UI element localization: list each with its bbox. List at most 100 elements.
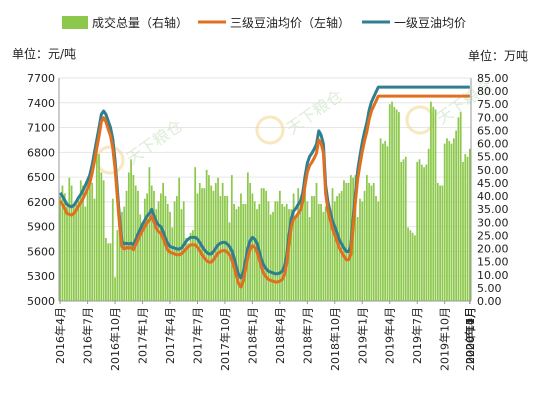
volume-bar xyxy=(304,188,306,301)
volume-bar xyxy=(171,227,174,301)
volume-bar xyxy=(434,109,437,301)
volume-bar xyxy=(345,182,348,301)
x-tick-label: 2020年10月 xyxy=(463,307,477,371)
volume-bar xyxy=(391,101,393,302)
volume-bar xyxy=(299,201,302,301)
volume-bar xyxy=(430,101,432,302)
volume-bar xyxy=(379,138,382,301)
volume-bar xyxy=(189,232,192,301)
x-tick-label: 2017年4月 xyxy=(163,307,177,364)
volume-bar xyxy=(246,172,249,301)
left-tick-label: 5000 xyxy=(27,295,55,308)
volume-bar xyxy=(253,201,256,301)
x-tick-label: 2019年10月 xyxy=(438,307,452,371)
left-tick-label: 5300 xyxy=(27,270,55,283)
volume-bar xyxy=(359,198,361,301)
right-tick-label: 75.00 xyxy=(477,98,509,111)
right-tick-label: 0.00 xyxy=(477,295,502,308)
volume-bar xyxy=(233,203,235,301)
volume-bar xyxy=(212,190,215,301)
volume-bar xyxy=(313,196,316,301)
volume-bar xyxy=(363,190,366,301)
watermark-logo-icon xyxy=(255,115,285,145)
volume-bar xyxy=(446,138,448,301)
volume-bar xyxy=(237,206,240,301)
volume-bar xyxy=(295,217,297,301)
volume-bar xyxy=(336,196,338,301)
volume-bar xyxy=(386,146,389,301)
volume-bar xyxy=(283,206,286,301)
left-tick-label: 6800 xyxy=(27,146,55,159)
left-tick-label: 6200 xyxy=(27,196,55,209)
volume-bar xyxy=(311,196,313,301)
left-axis-unit: 单位：元/吨 xyxy=(12,46,76,61)
volume-bar xyxy=(347,182,350,301)
volume-bar xyxy=(63,193,66,301)
x-tick-label: 2018年7月 xyxy=(300,307,314,364)
volume-bar xyxy=(327,198,329,301)
volume-bar xyxy=(79,180,82,301)
volume-bar xyxy=(66,206,68,301)
volume-bar xyxy=(148,167,151,301)
volume-bar xyxy=(425,164,428,301)
volume-bar xyxy=(414,235,416,301)
volume-bar xyxy=(272,211,274,301)
volume-bar xyxy=(150,185,153,301)
volume-bar xyxy=(82,185,84,301)
right-tick-label: 15.00 xyxy=(477,256,509,269)
volume-bar xyxy=(205,169,208,301)
volume-bar xyxy=(400,161,403,301)
volume-bar xyxy=(306,201,309,301)
x-tick-label: 2017年1月 xyxy=(136,307,150,364)
volume-bar xyxy=(459,112,462,301)
volume-bar xyxy=(297,188,300,301)
volume-bar xyxy=(384,140,387,301)
left-tick-label: 5900 xyxy=(27,221,55,234)
volume-bar xyxy=(240,193,242,301)
volume-bar xyxy=(89,182,91,301)
volume-bar xyxy=(185,238,187,301)
volume-bar xyxy=(416,161,419,301)
right-tick-label: 70.00 xyxy=(477,111,509,124)
volume-bar xyxy=(219,196,222,301)
axes xyxy=(58,78,472,302)
volume-bar xyxy=(226,196,229,301)
volume-bar xyxy=(322,211,325,301)
volume-bar xyxy=(224,196,226,301)
volume-bar xyxy=(111,198,114,301)
legend-bar-swatch xyxy=(62,16,88,29)
volume-bar xyxy=(368,182,371,301)
volume-bar xyxy=(141,222,144,301)
volume-bar xyxy=(194,167,197,301)
right-tick-label: 10.00 xyxy=(477,269,509,282)
volume-bar xyxy=(109,243,112,301)
x-axis-ticks: 2016年4月 2016年7月 2016年10月 2017年1月 2017年4月 2017… xyxy=(53,301,477,371)
volume-bar xyxy=(68,177,71,301)
volume-bar xyxy=(164,196,167,301)
volume-bar xyxy=(452,138,455,301)
volume-bar xyxy=(441,185,444,301)
right-tick-label: 40.00 xyxy=(477,190,509,203)
volume-bar xyxy=(127,172,130,301)
volume-bar xyxy=(59,196,62,301)
volume-bar xyxy=(102,180,105,301)
volume-bar xyxy=(356,217,359,301)
volume-bar xyxy=(210,185,213,301)
volume-bar xyxy=(159,193,162,301)
volume-bar xyxy=(402,159,405,301)
volume-bar xyxy=(157,201,160,301)
right-tick-label: 85.00 xyxy=(477,72,509,85)
volume-bar xyxy=(235,209,238,301)
right-tick-label: 80.00 xyxy=(477,85,509,98)
volume-bar xyxy=(70,185,73,301)
volume-bar xyxy=(308,217,311,301)
volume-bar xyxy=(354,175,357,301)
volume-bar xyxy=(217,177,219,301)
volume-bar xyxy=(377,201,380,301)
volume-bar xyxy=(423,167,425,301)
legend-label-volume: 成交总量（右轴） xyxy=(92,15,188,30)
volume-bar xyxy=(118,209,121,301)
volume-bar xyxy=(91,182,94,301)
volume-bar xyxy=(123,206,126,301)
